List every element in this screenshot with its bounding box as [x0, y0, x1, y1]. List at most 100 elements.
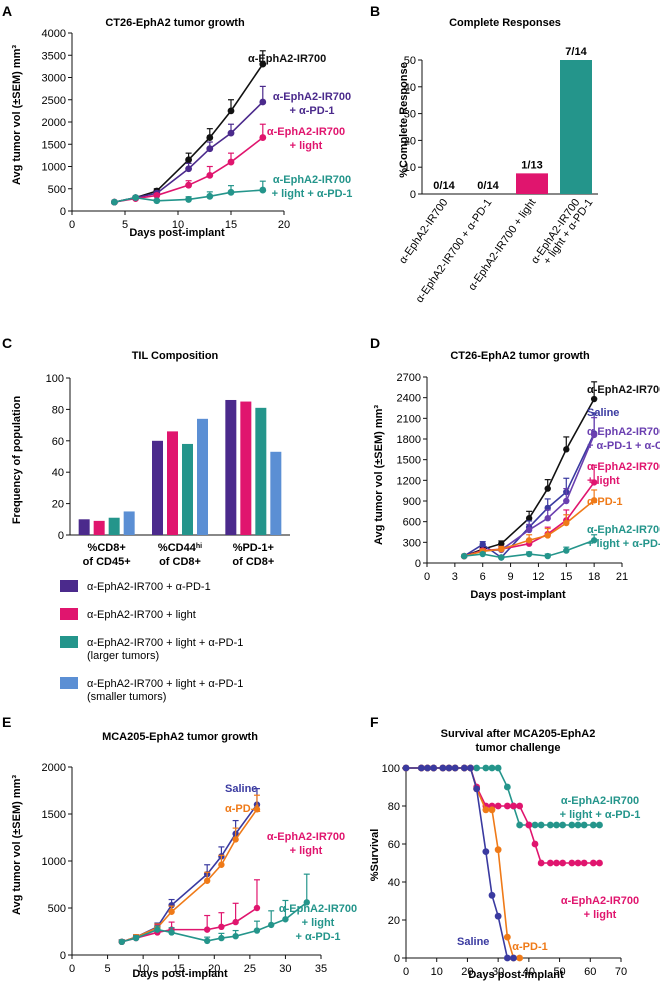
chart-a-data-point	[227, 188, 235, 196]
chart-f-ylabel: %Survival	[369, 829, 381, 882]
chart-c-group-label-line2: of CD8+	[159, 556, 201, 568]
chart-b-data-label: 0/14	[433, 180, 455, 192]
chart-f-series-line	[406, 767, 520, 959]
chart-f-data-point	[525, 821, 533, 829]
chart-c-legend-label: α-EphA2-IR700 + α-PD-1	[87, 581, 211, 593]
chart-d-ylabel: Avg tumor vol (±SEM) mm³	[373, 405, 385, 545]
chart-f-data-point	[559, 859, 567, 867]
chart-e-ytick-label: 2000	[42, 762, 66, 774]
chart-f-data-point	[494, 846, 502, 854]
chart-f-data-point	[424, 764, 431, 772]
chart-d-data-point	[590, 497, 598, 504]
chart-a-data-point	[185, 165, 193, 173]
chart-b-ytick-label: 40	[404, 82, 416, 94]
chart-a-data-point	[206, 145, 214, 153]
chart-d-series-label: α-EphA2-IR700	[587, 426, 660, 438]
chart-d: 0 300 600 900 1200 1500 1800 2100 2400 2700 0 3 6 9 12…	[397, 372, 660, 583]
chart-f-data-point	[516, 821, 524, 829]
chart-f-data-point	[553, 821, 560, 829]
chart-b-bar	[516, 173, 548, 194]
chart-f-data-point	[574, 821, 582, 829]
chart-d-data-point	[498, 554, 505, 561]
chart-f-data-point	[488, 891, 496, 899]
chart-d-series-label: α-EphA2-IR700	[587, 461, 660, 473]
chart-c-bar	[255, 407, 267, 535]
chart-a: 0 500 1000 1500 2000 2500 3000 3500 4000 0 5 10 15 20…	[42, 28, 353, 231]
chart-e-series-label: + light	[302, 917, 335, 929]
chart-d-data-point	[544, 515, 551, 522]
chart-c-bar	[78, 519, 90, 535]
chart-a-ytick-label: 1000	[42, 162, 66, 174]
chart-d-ytick-label: 1500	[397, 455, 421, 467]
chart-e-title: MCA205-EphA2 tumor growth	[102, 731, 258, 743]
chart-d-data-point	[498, 540, 505, 547]
chart-d-series-label: + light + α-PD-1	[587, 538, 660, 550]
chart-a-ytick-label: 3000	[42, 73, 66, 85]
chart-a-ytick-label: 1500	[42, 139, 66, 151]
chart-c-bar	[182, 443, 193, 535]
chart-f-data-point	[516, 802, 524, 810]
chart-f-xtick-label: 0	[403, 966, 409, 978]
chart-f-data-point	[402, 764, 410, 772]
chart-f-data-point	[553, 859, 560, 867]
chart-e-data-point	[282, 916, 289, 923]
chart-c-title: TIL Composition	[132, 350, 219, 362]
chart-f-data-point	[494, 912, 502, 920]
chart-d-data-point	[590, 431, 598, 439]
chart-f-data-point	[488, 806, 496, 814]
chart-f-xtick-label: 40	[523, 966, 535, 978]
chart-f-data-point	[559, 821, 567, 829]
chart-f-data-point	[510, 802, 517, 810]
chart-e-data-point	[118, 938, 126, 946]
chart-f-data-point	[494, 802, 502, 810]
chart-f-data-point	[460, 764, 468, 772]
chart-f-xtick-label: 10	[431, 966, 443, 978]
chart-f-ytick-label: 20	[388, 915, 400, 927]
chart-f-data-point	[537, 859, 545, 867]
chart-e-data-point	[203, 937, 211, 945]
chart-b-data-label: 7/14	[565, 46, 587, 58]
chart-c-legend: α-EphA2-IR700 + α-PD-1 α-EphA2-IR700 + li…	[60, 580, 243, 703]
chart-f-data-point	[596, 821, 603, 829]
chart-b-ytick-label: 0	[410, 189, 416, 201]
chart-f-data-point	[546, 821, 554, 829]
chart-f-series-label: α-PD-1	[512, 941, 548, 953]
panel-letter-d: D	[370, 335, 380, 351]
chart-d-xtick-label: 18	[588, 571, 600, 583]
chart-c-ytick-label: 40	[52, 467, 64, 479]
chart-f-data-point	[589, 821, 597, 829]
chart-a-data-point	[227, 129, 235, 137]
chart-d-xtick-label: 3	[452, 571, 458, 583]
chart-d-series-label: α-EphA2-IR700	[587, 384, 660, 396]
chart-a-ytick-label: 0	[60, 206, 66, 218]
panel-letter-c: C	[2, 335, 12, 351]
chart-d-xtick-label: 12	[532, 571, 544, 583]
chart-e-xtick-label: 25	[244, 963, 256, 975]
chart-e-xtick-label: 10	[137, 963, 149, 975]
chart-f-data-point	[445, 764, 453, 772]
chart-f-title-line2: tumor challenge	[476, 742, 561, 754]
chart-e-xtick-label: 35	[315, 963, 327, 975]
chart-a-title: CT26-EphA2 tumor growth	[105, 17, 245, 29]
chart-b-data-label: 0/14	[477, 180, 499, 192]
chart-f-data-point	[510, 954, 517, 962]
chart-f-data-point	[467, 764, 474, 772]
chart-f-data-point	[473, 764, 481, 772]
chart-e-data-point	[232, 918, 239, 926]
chart-e-xtick-label: 5	[105, 963, 111, 975]
chart-d-series-label: + light	[587, 475, 620, 487]
chart-f-data-point	[482, 764, 490, 772]
chart-d-data-point	[525, 550, 533, 558]
chart-c-legend-swatch	[60, 608, 78, 620]
chart-e-data-point	[218, 934, 225, 942]
chart-d-xlabel: Days post-implant	[470, 589, 566, 601]
chart-a-data-point	[259, 186, 267, 194]
chart-f-title: Survival after MCA205-EphA2	[441, 728, 596, 740]
chart-a-data-point	[185, 196, 193, 203]
chart-f: 0 20 40 60 80 100 0 10 20 30 40 50 60 70 α-EphA2-IR700…	[382, 763, 641, 978]
chart-c-bar	[93, 520, 105, 535]
chart-d-data-point	[563, 497, 570, 505]
chart-c-bar	[108, 517, 120, 535]
chart-e-data-point	[203, 877, 211, 884]
chart-a-series-label: + α-PD-1	[290, 105, 335, 117]
